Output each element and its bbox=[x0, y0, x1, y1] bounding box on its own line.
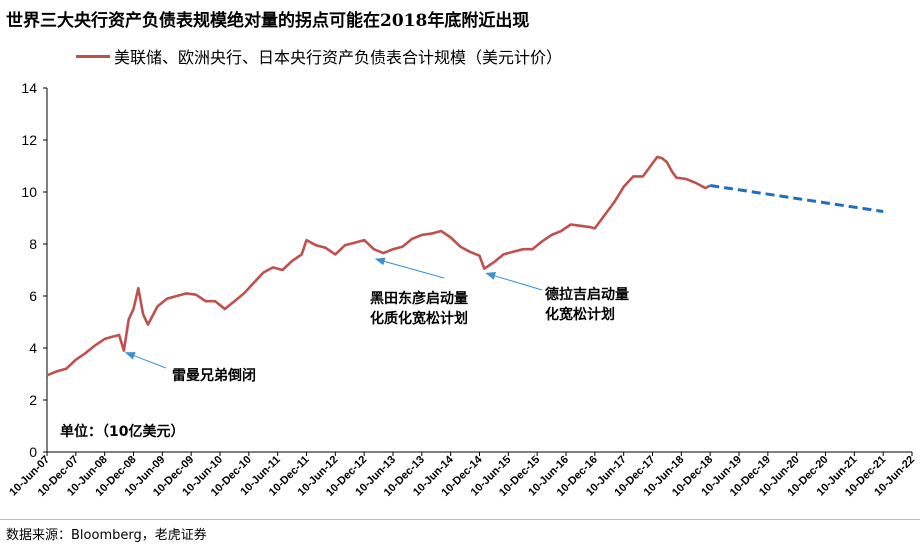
data-series bbox=[46, 155, 884, 377]
annotation-text: 化质化宽松计划 bbox=[370, 310, 468, 327]
annotation-arrow bbox=[485, 272, 543, 291]
chart-title: 世界三大央行资产负债表规模绝对量的拐点可能在2018年底附近出现 bbox=[6, 11, 530, 31]
legend-label: 美联储、欧洲央行、日本央行资产负债表合计规模（美元计价） bbox=[114, 48, 563, 67]
source-note: 数据来源：Bloomberg，老虎证券 bbox=[6, 528, 207, 543]
legend-line-swatch bbox=[76, 54, 110, 58]
x-tick-labels: 10-Jun-0710-Dec-0710-Jun-0810-Dec-0810-J… bbox=[7, 453, 917, 499]
axes bbox=[43, 87, 913, 456]
annotation-text: 化宽松计划 bbox=[545, 306, 615, 323]
divider bbox=[0, 519, 920, 520]
chart-plot: 0 2 4 6 8 10 12 14 10-Jun-0710-Dec-0710-Jun-081… bbox=[7, 80, 917, 499]
y-tick-label: 10 bbox=[21, 184, 37, 200]
y-tick-label: 6 bbox=[29, 288, 37, 304]
annotation-text: 雷曼兄弟倒闭 bbox=[172, 367, 256, 384]
y-tick-label: 12 bbox=[21, 132, 37, 148]
forecast-series-line bbox=[709, 184, 884, 213]
annotation-arrow bbox=[124, 352, 167, 369]
y-tick-label: 2 bbox=[29, 392, 37, 408]
y-tick-label: 8 bbox=[29, 236, 37, 252]
chart-legend: 美联储、欧洲央行、日本央行资产负债表合计规模（美元计价） bbox=[76, 44, 562, 68]
y-tick-label: 4 bbox=[29, 340, 37, 356]
y-tick-label: 14 bbox=[21, 80, 37, 96]
annotation-text: 黑田东彦启动量 bbox=[370, 290, 468, 307]
y-tick-label: 0 bbox=[29, 444, 37, 460]
annotation-text: 德拉吉启动量 bbox=[545, 286, 629, 303]
y-unit-label: 单位：（10亿美元） bbox=[60, 423, 184, 440]
y-tick-labels: 0 2 4 6 8 10 12 14 bbox=[21, 80, 37, 460]
annotation-arrow bbox=[374, 257, 445, 279]
actual-series-line bbox=[46, 155, 711, 377]
